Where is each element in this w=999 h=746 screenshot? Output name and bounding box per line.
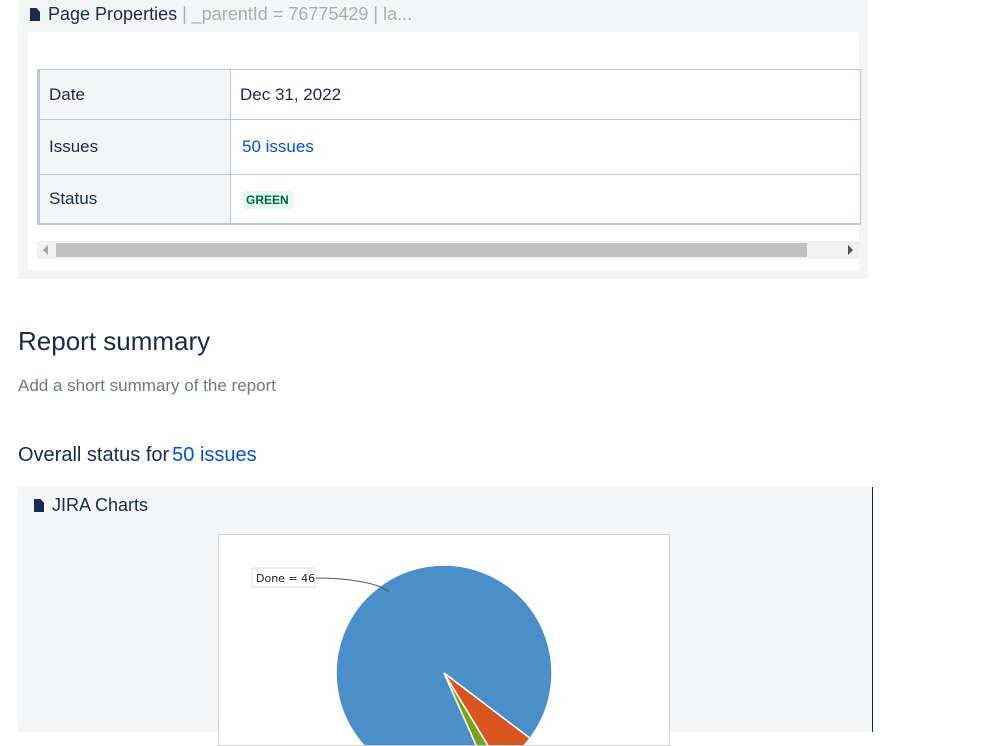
page-properties-header: Page Properties | _parentId = 76775429 |…: [30, 4, 412, 25]
row-value: Dec 31, 2022: [230, 69, 861, 120]
page-properties-meta: | _parentId = 76775429 | la...: [177, 4, 413, 24]
page-properties-title: Page Properties: [48, 4, 178, 24]
scrollbar-thumb[interactable]: [56, 243, 807, 257]
jira-charts-header: JIRA Charts: [34, 495, 148, 516]
document-icon: [30, 8, 40, 21]
overall-status-heading: Overall status for 50 issues: [18, 444, 257, 467]
status-badge: GREEN: [242, 191, 293, 209]
pie-chart: Done = 46: [251, 564, 553, 745]
scroll-right-icon[interactable]: [848, 245, 853, 255]
jira-charts-title: JIRA Charts: [52, 495, 149, 515]
report-summary-heading: Report summary: [18, 326, 211, 356]
pie-slice[interactable]: [335, 564, 553, 745]
document-icon: [34, 499, 44, 512]
table-row: Date Dec 31, 2022: [37, 69, 861, 120]
issues-link[interactable]: 50 issues: [242, 137, 314, 156]
row-label: Date: [37, 69, 231, 120]
table-row: Issues 50 issues: [37, 119, 861, 175]
pie-chart-container: Done = 46: [218, 534, 670, 746]
slice-label: Done = 46: [256, 572, 315, 585]
properties-table: Date Dec 31, 2022 Issues 50 issues Status G…: [37, 69, 861, 225]
scroll-left-icon[interactable]: [43, 245, 48, 255]
report-summary-description: Add a short summary of the report: [18, 376, 276, 395]
row-label: Issues: [37, 119, 231, 175]
label-leader-line: [315, 577, 390, 593]
label-box: [251, 567, 316, 588]
row-label: Status: [37, 174, 231, 225]
table-row: Status GREEN: [37, 174, 861, 225]
horizontal-scrollbar[interactable]: [37, 241, 859, 259]
overall-issues-link[interactable]: 50 issues: [172, 444, 257, 466]
overall-status-label: Overall status for: [18, 444, 170, 466]
